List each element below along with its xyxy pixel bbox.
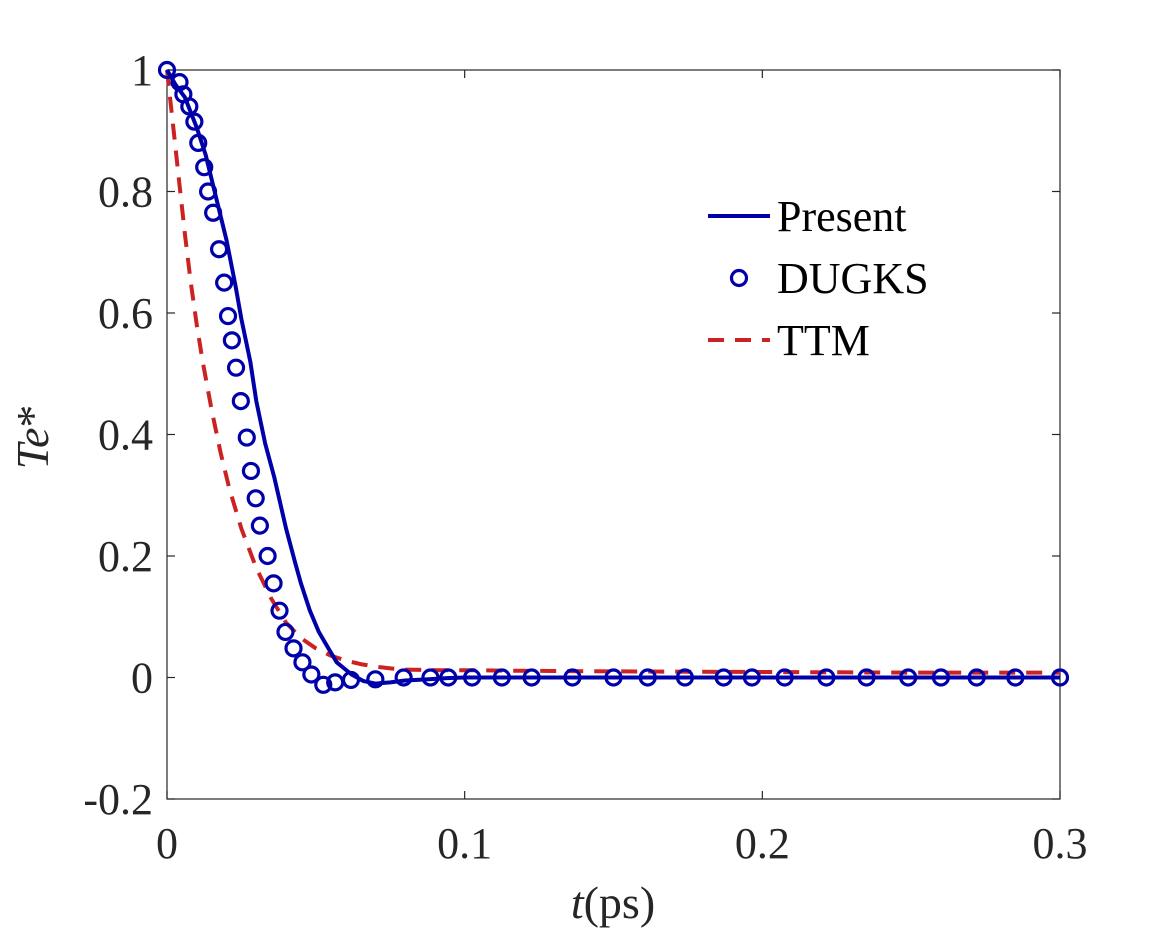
series-dugks-point (241, 461, 261, 481)
y-tick-label: 0.2 (98, 532, 153, 581)
y-axis-var: Te (7, 428, 58, 470)
series-dugks-point (492, 668, 511, 687)
legend-label-dugks: DUGKS (777, 254, 929, 303)
y-tick-label: 0 (131, 654, 153, 703)
x-tick-labels: 0 0.1 0.2 0.3 (156, 819, 1088, 868)
y-tick-label: 0.6 (98, 289, 153, 338)
series-dugks-point (250, 516, 269, 535)
series-dugks-point (366, 670, 385, 689)
x-tick-label: 0 (156, 819, 178, 868)
legend-label-ttm: TTM (777, 316, 870, 365)
axes-box (166, 69, 1061, 800)
series-dugks-point (195, 158, 214, 177)
series-dugks-point (1050, 668, 1070, 687)
series-dugks-point (439, 668, 458, 687)
series-dugks-point (185, 112, 204, 131)
series-dugks-point (522, 668, 541, 687)
series-dugks-point (742, 668, 762, 687)
x-axis-unit: (ps) (584, 877, 656, 928)
series-dugks-point (714, 668, 733, 687)
series-dugks-point (604, 668, 623, 687)
y-tick-labels: -0.2 0 0.2 0.4 0.6 0.8 1 (83, 46, 153, 824)
series-dugks-point (463, 668, 482, 687)
series-dugks-point (226, 358, 246, 377)
series-dugks-point (817, 668, 836, 687)
series-dugks-point (157, 60, 177, 80)
series-dugks-point (180, 97, 199, 116)
y-tick-label: 1 (131, 46, 153, 95)
series-dugks-point (421, 668, 440, 687)
series-dugks-point (857, 668, 876, 687)
y-axis-label: Te* (7, 405, 58, 470)
series-dugks-point (1006, 668, 1025, 687)
series-dugks-point (231, 391, 250, 411)
series-dugks-point (270, 601, 289, 620)
series-dugks-point (222, 331, 241, 350)
y-tick-label: 0.8 (98, 168, 153, 217)
series-dugks-point (209, 240, 229, 259)
x-tick-label: 0.1 (437, 819, 492, 868)
y-tick-label: -0.2 (83, 775, 153, 824)
series-dugks-point (394, 668, 413, 687)
x-tick-label: 0.3 (1033, 819, 1088, 868)
y-axis-suffix: * (7, 405, 58, 428)
series-dugks-point (264, 574, 283, 593)
series-dugks-point (293, 653, 312, 672)
series-dugks-point (198, 182, 218, 201)
legend-label-present: Present (777, 192, 907, 241)
series-dugks-point (302, 665, 321, 684)
series-dugks-point (341, 670, 361, 690)
series-dugks-point (775, 668, 794, 687)
series-dugks-point (563, 668, 582, 687)
series-dugks-point (638, 668, 657, 687)
series-dugks-point (967, 668, 986, 687)
legend: Present DUGKS TTM (708, 192, 929, 365)
series-dugks-point (246, 489, 265, 508)
series-dugks (157, 60, 1070, 694)
series-dugks-point (675, 668, 695, 687)
series-present-line (165, 68, 1060, 686)
x-axis-var: t (571, 877, 585, 928)
series-dugks-point (258, 546, 277, 566)
x-axis-label: t(ps) (571, 877, 655, 928)
plot-area (157, 60, 1070, 800)
series-dugks-point (899, 668, 918, 687)
tick-marks (166, 69, 1061, 800)
series-dugks-point (218, 306, 238, 326)
series-dugks-point (931, 668, 951, 687)
series-dugks-point (284, 639, 303, 658)
series-layer (157, 60, 1070, 694)
series-dugks-point (314, 675, 333, 694)
series-dugks-point (204, 203, 223, 222)
series-dugks-point (189, 133, 208, 152)
series-dugks-point (276, 622, 295, 642)
series-dugks-point (215, 273, 234, 292)
legend-swatch-dugks (729, 268, 749, 288)
y-tick-label: 0.4 (98, 411, 153, 460)
series-dugks-point (237, 428, 256, 447)
x-tick-label: 0.2 (735, 819, 790, 868)
